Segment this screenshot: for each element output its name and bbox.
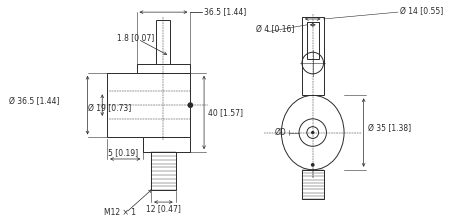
Circle shape: [312, 132, 314, 134]
Polygon shape: [302, 170, 323, 199]
Text: Ø 35 [1.38]: Ø 35 [1.38]: [367, 124, 411, 133]
Text: M12 × 1: M12 × 1: [104, 208, 136, 217]
Polygon shape: [136, 64, 190, 73]
Text: Ø 4 [0.16]: Ø 4 [0.16]: [256, 25, 294, 34]
Ellipse shape: [281, 95, 344, 170]
Text: 5 [0.19]: 5 [0.19]: [108, 148, 138, 157]
Polygon shape: [107, 73, 190, 137]
Text: 36.5 [1.44]: 36.5 [1.44]: [204, 7, 246, 16]
Text: 1.8 [0.07]: 1.8 [0.07]: [117, 33, 154, 42]
Polygon shape: [143, 137, 190, 152]
Text: Ø 36.5 [1.44]: Ø 36.5 [1.44]: [9, 97, 60, 106]
Polygon shape: [151, 152, 176, 190]
Circle shape: [312, 164, 314, 166]
Polygon shape: [307, 22, 318, 59]
Text: ØD: ØD: [275, 128, 286, 137]
Circle shape: [188, 103, 193, 107]
Polygon shape: [156, 20, 170, 64]
Text: Ø 19 [0.73]: Ø 19 [0.73]: [87, 105, 131, 114]
Text: 40 [1.57]: 40 [1.57]: [208, 108, 243, 117]
Polygon shape: [302, 17, 323, 95]
Text: 12 [0.47]: 12 [0.47]: [146, 204, 181, 213]
Text: Ø 14 [0.55]: Ø 14 [0.55]: [400, 7, 443, 16]
